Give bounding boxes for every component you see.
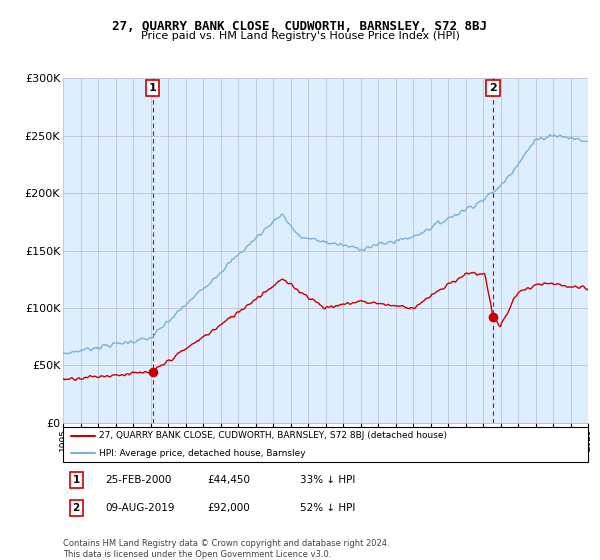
- Text: £44,450: £44,450: [207, 475, 250, 485]
- Text: 1: 1: [73, 475, 80, 485]
- Text: 33% ↓ HPI: 33% ↓ HPI: [300, 475, 355, 485]
- Text: 1: 1: [149, 83, 157, 93]
- Text: 27, QUARRY BANK CLOSE, CUDWORTH, BARNSLEY, S72 8BJ (detached house): 27, QUARRY BANK CLOSE, CUDWORTH, BARNSLE…: [98, 431, 446, 441]
- Text: HPI: Average price, detached house, Barnsley: HPI: Average price, detached house, Barn…: [98, 449, 305, 458]
- Text: Price paid vs. HM Land Registry's House Price Index (HPI): Price paid vs. HM Land Registry's House …: [140, 31, 460, 41]
- Text: Contains HM Land Registry data © Crown copyright and database right 2024.
This d: Contains HM Land Registry data © Crown c…: [63, 539, 389, 559]
- Text: £92,000: £92,000: [207, 503, 250, 513]
- Text: 2: 2: [489, 83, 497, 93]
- FancyBboxPatch shape: [63, 427, 588, 462]
- Text: 52% ↓ HPI: 52% ↓ HPI: [300, 503, 355, 513]
- Text: 27, QUARRY BANK CLOSE, CUDWORTH, BARNSLEY, S72 8BJ: 27, QUARRY BANK CLOSE, CUDWORTH, BARNSLE…: [113, 20, 487, 32]
- Text: 2: 2: [73, 503, 80, 513]
- Text: 09-AUG-2019: 09-AUG-2019: [105, 503, 175, 513]
- Text: 25-FEB-2000: 25-FEB-2000: [105, 475, 172, 485]
